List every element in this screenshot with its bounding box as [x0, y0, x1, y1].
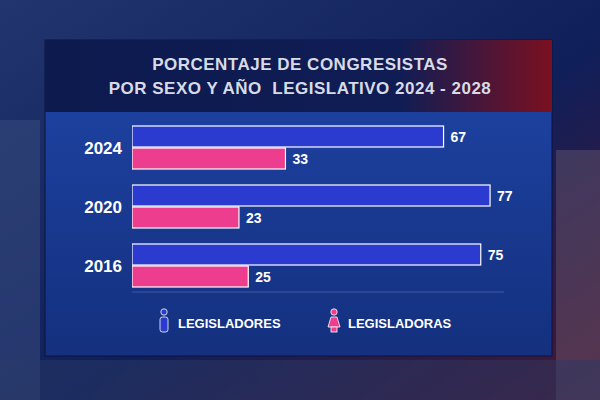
category-label: 2020 — [84, 198, 122, 217]
data-label: 25 — [255, 269, 271, 285]
legend-icon — [328, 317, 340, 327]
data-label: 75 — [488, 247, 504, 263]
category-label: 2016 — [84, 257, 122, 276]
legend-icon — [161, 309, 167, 315]
bars — [132, 126, 490, 287]
legend-icon — [331, 327, 337, 332]
category-label: 2024 — [84, 139, 122, 158]
data-label: 67 — [451, 129, 467, 145]
bar — [132, 244, 481, 265]
data-label: 77 — [497, 188, 513, 204]
bar — [132, 126, 444, 147]
title-line: PORCENTAJE DE CONGRESISTAS — [152, 55, 448, 74]
bar — [132, 185, 490, 206]
background — [0, 0, 600, 400]
legend-item: LEGISLADORAS — [328, 309, 452, 332]
legend-label: LEGISLADORES — [178, 316, 281, 331]
title-band — [45, 40, 552, 112]
panel — [45, 40, 552, 356]
chart-root: PORCENTAJE DE CONGRESISTAS POR SEXO Y AÑO… — [0, 0, 600, 400]
decor-ground — [0, 360, 600, 400]
title-line: POR SEXO Y AÑO LEGISLATIVO 2024 - 2028 — [109, 78, 492, 98]
bar — [132, 148, 285, 169]
labels: 2024 67 33 2020 77 23 2016 75 25 — [84, 129, 513, 285]
legend-icon — [160, 317, 168, 332]
title: PORCENTAJE DE CONGRESISTAS POR SEXO Y AÑO… — [109, 55, 492, 98]
data-label: 23 — [246, 210, 262, 226]
legend-label: LEGISLADORAS — [348, 316, 452, 331]
x-axis-line — [132, 292, 504, 293]
legend-icon — [331, 309, 337, 315]
bar — [132, 207, 239, 228]
data-label: 33 — [292, 151, 308, 167]
legend-item: LEGISLADORES — [160, 309, 281, 332]
bar — [132, 266, 248, 287]
decor-building — [0, 120, 40, 400]
